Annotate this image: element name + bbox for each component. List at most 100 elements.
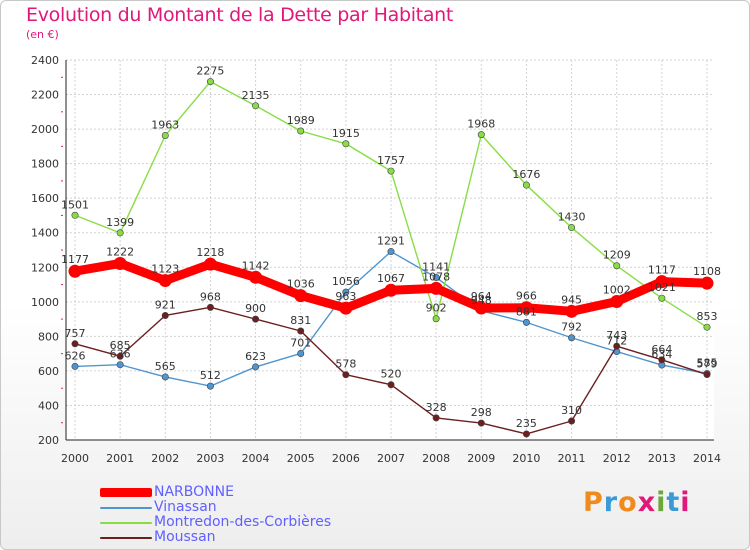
data-label: 623 bbox=[245, 350, 266, 363]
data-label: 1021 bbox=[648, 281, 676, 294]
series-moussan bbox=[71, 303, 711, 438]
data-point bbox=[568, 224, 576, 232]
data-point bbox=[71, 362, 79, 370]
data-point bbox=[71, 211, 79, 219]
data-label: 900 bbox=[245, 302, 266, 315]
logo-letter: i bbox=[656, 487, 667, 518]
data-point bbox=[432, 414, 440, 422]
data-point bbox=[432, 273, 440, 281]
chart-title: Evolution du Montant de la Dette par Hab… bbox=[26, 4, 454, 26]
x-tick-label: 2003 bbox=[196, 452, 224, 465]
data-label: 1108 bbox=[693, 265, 721, 278]
data-label: 1036 bbox=[287, 278, 315, 291]
y-tick-label: 2000 bbox=[31, 123, 59, 136]
legend-swatch bbox=[100, 522, 152, 524]
data-point bbox=[161, 131, 169, 139]
data-label: 1067 bbox=[377, 272, 405, 285]
data-label: 743 bbox=[606, 329, 627, 342]
data-label: 902 bbox=[426, 302, 447, 315]
data-point bbox=[568, 417, 576, 425]
data-point bbox=[565, 304, 579, 318]
data-point bbox=[297, 327, 305, 335]
x-tick-label: 2011 bbox=[558, 452, 586, 465]
data-label: 701 bbox=[290, 336, 311, 349]
data-point bbox=[610, 294, 624, 308]
data-point bbox=[703, 371, 711, 379]
data-point bbox=[387, 248, 395, 256]
data-label: 945 bbox=[561, 293, 582, 306]
data-label: 664 bbox=[651, 343, 672, 356]
data-point bbox=[297, 127, 305, 135]
logo-letter: o bbox=[618, 487, 638, 518]
data-label: 792 bbox=[561, 321, 582, 334]
data-label: 520 bbox=[381, 368, 402, 381]
data-label: 1177 bbox=[61, 253, 89, 266]
data-point bbox=[297, 349, 305, 357]
data-point bbox=[568, 334, 576, 342]
data-label: 1222 bbox=[106, 245, 134, 258]
x-tick-label: 2006 bbox=[332, 452, 360, 465]
data-label: 328 bbox=[426, 401, 447, 414]
legend-label: Vinassan bbox=[154, 499, 217, 515]
data-point bbox=[387, 381, 395, 389]
legend-label: Montredon-des-Corbières bbox=[154, 514, 332, 530]
data-label: 636 bbox=[110, 348, 131, 361]
x-tick-label: 2007 bbox=[377, 452, 405, 465]
data-point bbox=[113, 256, 127, 270]
data-point bbox=[158, 274, 172, 288]
data-label: 565 bbox=[155, 360, 176, 373]
data-point bbox=[339, 301, 353, 315]
series-narbonne bbox=[68, 256, 714, 318]
data-point bbox=[429, 281, 443, 295]
y-tick-label: 1800 bbox=[31, 158, 59, 171]
data-label: 2135 bbox=[242, 89, 270, 102]
data-label: 626 bbox=[65, 349, 86, 362]
data-point bbox=[252, 102, 260, 110]
data-label: 831 bbox=[290, 314, 311, 327]
data-label: 1501 bbox=[61, 198, 89, 211]
data-label: 968 bbox=[200, 290, 221, 303]
data-point bbox=[522, 181, 530, 189]
legend-swatch bbox=[100, 507, 152, 509]
y-tick-label: 800 bbox=[38, 330, 59, 343]
data-label: 1218 bbox=[196, 246, 224, 259]
data-point bbox=[116, 229, 124, 237]
x-tick-label: 2008 bbox=[422, 452, 450, 465]
logo-letter: r bbox=[603, 487, 619, 518]
legend-label: Moussan bbox=[154, 529, 216, 545]
legend-swatch bbox=[100, 537, 152, 539]
y-tick-label: 200 bbox=[38, 434, 59, 447]
y-tick-label: 400 bbox=[38, 399, 59, 412]
data-point bbox=[203, 257, 217, 271]
data-point bbox=[387, 167, 395, 175]
data-point bbox=[522, 318, 530, 326]
data-point bbox=[342, 288, 350, 296]
data-point bbox=[342, 140, 350, 148]
data-label: 1142 bbox=[242, 259, 270, 272]
y-tick-label: 1400 bbox=[31, 227, 59, 240]
data-label: 310 bbox=[561, 404, 582, 417]
data-point bbox=[658, 294, 666, 302]
data-label: 963 bbox=[335, 290, 356, 303]
data-label: 966 bbox=[516, 290, 537, 303]
data-point bbox=[206, 382, 214, 390]
data-point bbox=[432, 315, 440, 323]
y-tick-label: 2400 bbox=[31, 54, 59, 67]
x-tick-label: 2004 bbox=[242, 452, 270, 465]
data-label: 585 bbox=[697, 357, 718, 370]
x-tick-label: 2013 bbox=[648, 452, 676, 465]
data-point bbox=[384, 283, 398, 297]
logo-letter: P bbox=[583, 487, 604, 518]
data-label: 512 bbox=[200, 369, 221, 382]
data-label: 1757 bbox=[377, 154, 405, 167]
data-point bbox=[161, 311, 169, 319]
data-point bbox=[71, 340, 79, 348]
y-tick-label: 1200 bbox=[31, 261, 59, 274]
x-tick-label: 2005 bbox=[287, 452, 315, 465]
data-point bbox=[116, 361, 124, 369]
data-label: 881 bbox=[516, 305, 537, 318]
data-point bbox=[703, 323, 711, 331]
data-label: 757 bbox=[65, 327, 86, 340]
data-point bbox=[658, 356, 666, 364]
data-label: 1968 bbox=[467, 118, 495, 131]
